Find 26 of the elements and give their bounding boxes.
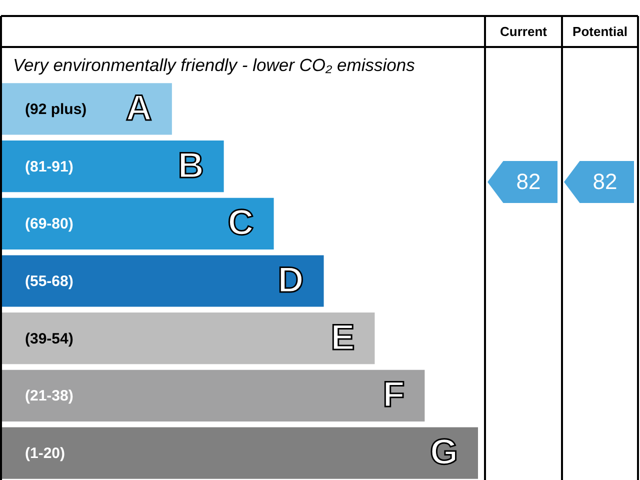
annotation: C <box>228 202 254 243</box>
chart-subtitle: Very environmentally friendly - lower CO₂ emissions <box>13 55 416 75</box>
y-tick-label: (81-91) <box>25 158 74 176</box>
annotation: F <box>382 374 405 415</box>
y-tick-label: (1-20) <box>25 445 66 462</box>
bar <box>2 255 324 307</box>
annotation: G <box>430 431 458 472</box>
bar <box>2 312 375 364</box>
text: 82 <box>516 169 541 194</box>
text: Potential <box>572 24 628 39</box>
bar <box>2 83 172 135</box>
annotation: B <box>178 144 204 186</box>
y-tick-label: (39-54) <box>25 330 74 348</box>
text: 82 <box>592 169 618 194</box>
y-tick-label: (92 plus) <box>25 100 87 118</box>
annotation: D <box>278 259 304 300</box>
bar <box>2 198 274 250</box>
y-tick-label: (69-80) <box>25 216 74 233</box>
bar <box>2 427 478 479</box>
y-tick-label: (55-68) <box>25 273 74 290</box>
y-tick-label: (21-38) <box>25 388 74 405</box>
annotation: A <box>126 86 152 128</box>
bar <box>2 370 425 422</box>
bar <box>2 140 224 192</box>
text: Current <box>500 24 548 39</box>
annotation: E <box>330 316 355 358</box>
